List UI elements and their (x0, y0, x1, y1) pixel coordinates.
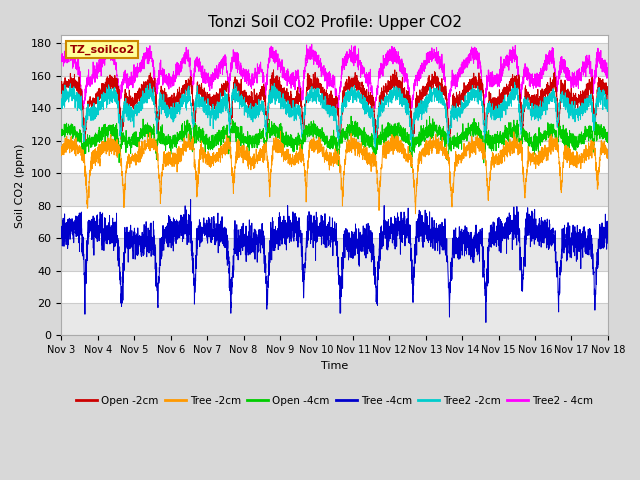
Bar (61, 141, 608, 173)
Y-axis label: Soil CO2 (ppm): Soil CO2 (ppm) (15, 143, 25, 228)
Bar (61, 303, 608, 336)
Bar (61, 271, 608, 303)
Bar (61, 44, 608, 76)
Bar (61, 173, 608, 205)
X-axis label: Time: Time (321, 360, 348, 371)
Bar (61, 76, 608, 108)
Bar (61, 205, 608, 238)
Bar (61, 108, 608, 141)
Bar (61, 238, 608, 271)
Legend: Open -2cm, Tree -2cm, Open -4cm, Tree -4cm, Tree2 -2cm, Tree2 - 4cm: Open -2cm, Tree -2cm, Open -4cm, Tree -4… (72, 392, 597, 410)
Title: Tonzi Soil CO2 Profile: Upper CO2: Tonzi Soil CO2 Profile: Upper CO2 (207, 15, 461, 30)
Text: TZ_soilco2: TZ_soilco2 (70, 44, 135, 55)
